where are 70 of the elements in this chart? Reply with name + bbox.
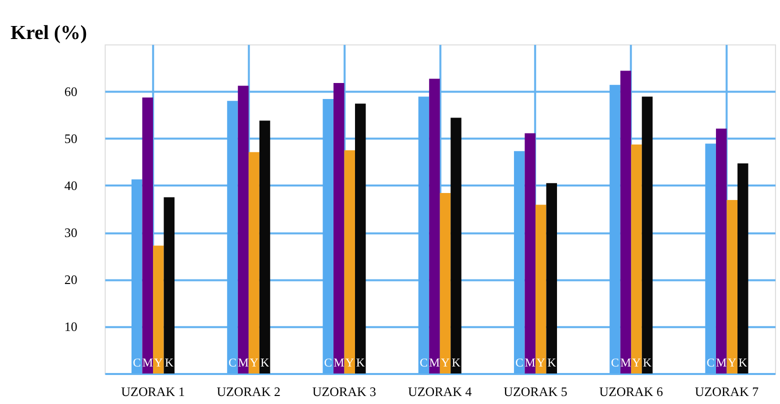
text: K — [164, 356, 174, 370]
y-tick-label: 40 — [64, 178, 78, 193]
bar — [716, 128, 727, 374]
bar — [164, 197, 175, 374]
text: M — [334, 356, 344, 370]
bar — [440, 192, 451, 374]
bar — [429, 78, 440, 374]
text: Y — [250, 356, 258, 370]
x-tick-label: UZORAK 6 — [599, 384, 664, 399]
text: K — [260, 356, 270, 370]
x-tick-label: UZORAK 7 — [694, 384, 760, 399]
bar — [726, 200, 738, 374]
series-label: C — [132, 356, 141, 370]
bar — [333, 82, 344, 374]
x-tick-label: UZORAK 4 — [408, 384, 472, 399]
bar — [450, 118, 462, 374]
bar — [610, 84, 620, 374]
x-tick-label: UZORAK 3 — [312, 384, 376, 399]
y-axis-title: Krel (%) — [10, 22, 88, 44]
text: M — [238, 356, 249, 370]
bar — [259, 120, 270, 374]
bar — [620, 70, 632, 374]
bar — [535, 204, 546, 374]
x-tick-label: UZORAK 1 — [121, 384, 185, 399]
text: Y — [632, 356, 641, 370]
bar — [227, 100, 238, 374]
text: Y — [440, 356, 450, 370]
text: K — [738, 356, 748, 370]
text: C — [420, 356, 428, 370]
text: K — [452, 356, 460, 370]
bar — [344, 150, 356, 374]
bar — [322, 98, 334, 374]
bar — [248, 152, 260, 374]
text: C — [228, 356, 236, 370]
bar — [514, 151, 525, 374]
text: M — [620, 356, 632, 370]
text: C — [515, 356, 524, 370]
bar — [737, 163, 748, 374]
bar — [524, 133, 536, 374]
bar — [546, 183, 558, 374]
bar — [153, 246, 164, 374]
text: K — [547, 356, 556, 370]
bar — [631, 144, 642, 374]
y-tick-label: 10 — [64, 319, 78, 334]
y-tick-label: 50 — [64, 130, 78, 146]
bar — [705, 144, 716, 374]
text: C — [324, 356, 332, 370]
bar — [355, 104, 366, 374]
x-tick-label: UZORAK 2 — [216, 384, 280, 399]
text: Y — [728, 356, 736, 370]
y-tick-label: 30 — [64, 224, 78, 240]
y-tick-label: 20 — [64, 272, 78, 287]
series-label: Y — [536, 356, 546, 370]
x-tick-label: UZORAK 5 — [504, 384, 568, 399]
text: Y — [154, 356, 163, 370]
bar — [132, 179, 142, 374]
text: K — [356, 356, 365, 370]
text: C — [610, 356, 619, 370]
text: M — [429, 356, 440, 370]
text: M — [716, 356, 727, 370]
text: C — [706, 356, 715, 370]
bar — [642, 96, 653, 374]
bar — [418, 96, 430, 374]
text: Y — [345, 356, 354, 370]
bar — [142, 98, 154, 374]
series-label: K — [642, 356, 652, 370]
y-tick-label: 60 — [64, 84, 78, 99]
text: M — [142, 356, 153, 370]
bar — [238, 86, 249, 374]
series-label: M — [524, 356, 536, 370]
